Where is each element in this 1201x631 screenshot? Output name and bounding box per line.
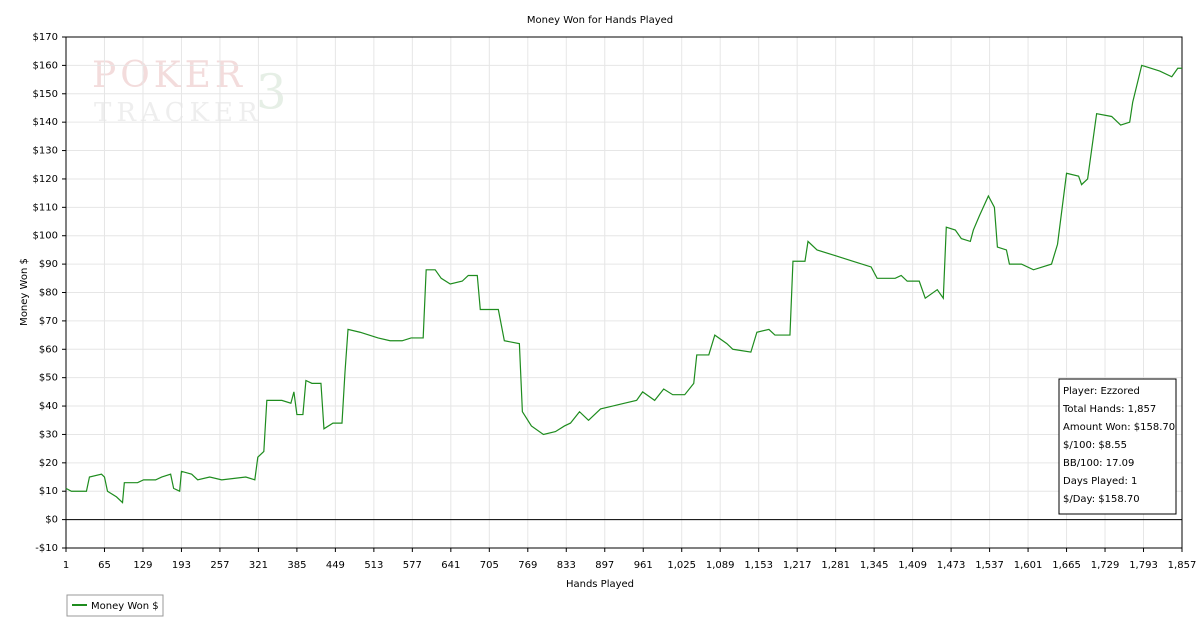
y-tick-label: $40 [39, 401, 58, 412]
x-tick-label: 1,409 [898, 560, 927, 571]
x-tick-label: 1,025 [667, 560, 696, 571]
x-axis-label: Hands Played [566, 579, 634, 590]
x-tick-label: 1,793 [1129, 560, 1158, 571]
x-tick-label: 705 [480, 560, 499, 571]
stats-line: Total Hands: 1,857 [1062, 404, 1156, 415]
x-tick-label: 1,665 [1052, 560, 1081, 571]
stats-line: $/Day: $158.70 [1063, 494, 1140, 505]
y-tick-label: $0 [45, 515, 58, 526]
x-tick-label: 1,217 [783, 560, 812, 571]
x-tick-label: 1,153 [744, 560, 773, 571]
y-tick-label: $100 [33, 231, 58, 242]
stats-line: $/100: $8.55 [1063, 440, 1127, 451]
legend: Money Won $ [66, 594, 164, 617]
watermark: POKER [92, 55, 246, 96]
x-tick-label: 1,729 [1091, 560, 1120, 571]
watermark: 3 [256, 65, 287, 121]
y-tick-label: $120 [33, 174, 58, 185]
stats-line: BB/100: 17.09 [1063, 458, 1134, 469]
x-tick-label: 257 [210, 560, 229, 571]
x-tick-label: 449 [326, 560, 345, 571]
x-tick-label: 897 [595, 560, 614, 571]
stats-line: Player: Ezzored [1063, 386, 1140, 397]
y-tick-label: $170 [33, 32, 58, 43]
x-tick-label: 385 [287, 560, 306, 571]
y-tick-label: $90 [39, 259, 58, 270]
y-tick-label: $10 [39, 486, 58, 497]
x-tick-label: 641 [441, 560, 460, 571]
plot-frame [65, 36, 1183, 549]
y-tick-label: $70 [39, 316, 58, 327]
x-tick-label: 769 [518, 560, 537, 571]
y-tick-label: -$10 [35, 543, 58, 554]
x-tick-label: 1,473 [937, 560, 966, 571]
x-tick-label: 513 [364, 560, 383, 571]
x-tick-label: 1,601 [1014, 560, 1043, 571]
chart-title: Money Won for Hands Played [527, 15, 673, 26]
stats-box [1058, 378, 1177, 515]
x-tick-label: 961 [634, 560, 653, 571]
x-tick-label: 1,537 [975, 560, 1004, 571]
x-tick-label: 129 [133, 560, 152, 571]
legend-label: Money Won $ [91, 601, 159, 612]
y-tick-label: $30 [39, 429, 58, 440]
y-tick-label: $160 [33, 60, 58, 71]
x-tick-label: 1 [63, 560, 69, 571]
x-tick-label: 1,089 [706, 560, 735, 571]
x-tick-label: 1,345 [860, 560, 889, 571]
y-axis-label: Money Won $ [19, 258, 30, 326]
y-tick-label: $110 [33, 202, 58, 213]
watermark: TRACKER [94, 98, 263, 128]
stats-line: Days Played: 1 [1063, 476, 1137, 487]
x-tick-label: 833 [557, 560, 576, 571]
line-series [65, 64, 1182, 504]
stats-line: Amount Won: $158.70 [1063, 422, 1175, 433]
y-tick-label: $140 [33, 117, 58, 128]
x-tick-label: 65 [98, 560, 111, 571]
y-tick-label: $150 [33, 89, 58, 100]
x-tick-label: 1,857 [1168, 560, 1197, 571]
legend-box [66, 594, 164, 617]
y-tick-label: $60 [39, 344, 58, 355]
x-tick-label: 1,281 [821, 560, 850, 571]
y-tick-label: $80 [39, 288, 58, 299]
y-tick-label: $20 [39, 458, 58, 469]
x-tick-label: 321 [249, 560, 268, 571]
y-tick-label: $130 [33, 146, 58, 157]
x-tick-label: 577 [403, 560, 422, 571]
x-tick-label: 193 [172, 560, 191, 571]
y-tick-label: $50 [39, 373, 58, 384]
